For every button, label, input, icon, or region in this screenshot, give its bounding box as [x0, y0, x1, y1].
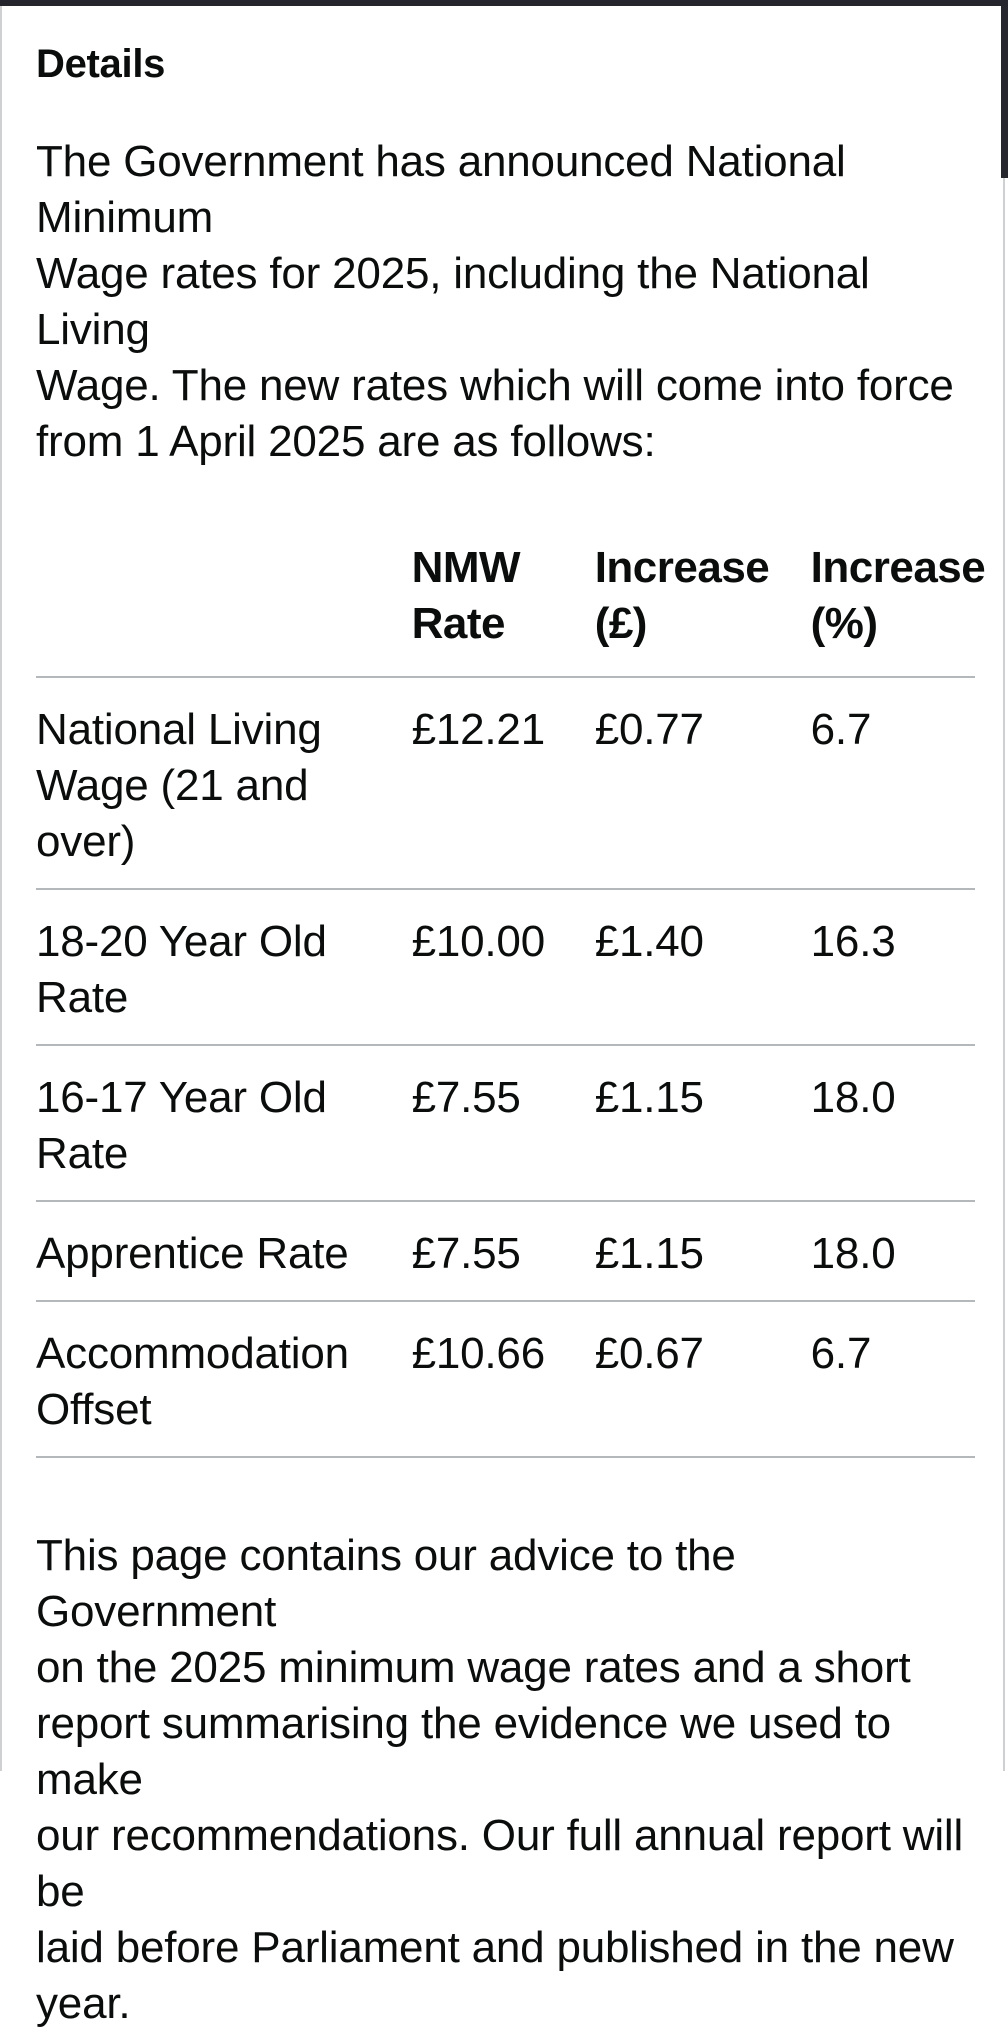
- increase-gbp-value: £1.40: [594, 889, 811, 1046]
- table-row: Accommodation Offset £10.66 £0.67 6.7: [36, 1301, 975, 1458]
- table-header-row: NMW Rate Increase (£) Increase (%): [36, 540, 986, 678]
- nmw-rate-value: £7.55: [411, 1201, 595, 1302]
- table-row: Apprentice Rate £7.55 £1.15 18.0: [36, 1201, 975, 1302]
- minimum-wage-rates-table: NMW Rate Increase (£) Increase (%) Natio…: [36, 540, 986, 1458]
- increase-pct-value: 18.0: [810, 1201, 975, 1302]
- details-section: Details The Government has announced Nat…: [36, 40, 986, 2032]
- nmw-rate-value: £10.66: [411, 1301, 595, 1458]
- row-label: 16-17 Year Old Rate: [36, 1045, 412, 1202]
- scrollbar-thumb[interactable]: [1001, 6, 1008, 178]
- increase-pct-value: 6.7: [810, 677, 975, 890]
- row-label: Apprentice Rate: [36, 1201, 412, 1302]
- nmw-rate-value: £12.21: [411, 677, 595, 890]
- table-row: National Living Wage (21 and over) £12.2…: [36, 677, 975, 890]
- row-label: 18-20 Year Old Rate: [36, 889, 412, 1046]
- column-header-increase-pct: Increase (%): [810, 540, 986, 678]
- page-title: Details: [36, 42, 166, 86]
- nmw-rate-value: £7.55: [411, 1045, 595, 1202]
- increase-pct-value: 16.3: [810, 889, 975, 1046]
- row-label: Accommodation Offset: [36, 1301, 412, 1458]
- increase-gbp-value: £1.15: [594, 1201, 811, 1302]
- increase-pct-value: 18.0: [810, 1045, 975, 1202]
- column-header-nmw-rate: NMW Rate: [411, 540, 595, 678]
- increase-gbp-value: £1.15: [594, 1045, 811, 1202]
- intro-paragraph: The Government has announced National Mi…: [36, 137, 954, 466]
- page-left-border: [0, 6, 2, 1771]
- table-row: 16-17 Year Old Rate £7.55 £1.15 18.0: [36, 1045, 975, 1202]
- top-bar: [0, 0, 1008, 6]
- increase-gbp-value: £0.77: [594, 677, 811, 890]
- scrollbar-track[interactable]: [1003, 6, 1005, 1771]
- nmw-rate-value: £10.00: [411, 889, 595, 1046]
- table-row: 18-20 Year Old Rate £10.00 £1.40 16.3: [36, 889, 975, 1046]
- increase-pct-value: 6.7: [810, 1301, 975, 1458]
- column-header-blank: [36, 540, 412, 678]
- row-label: National Living Wage (21 and over): [36, 677, 412, 890]
- column-header-increase-gbp: Increase (£): [594, 540, 811, 678]
- increase-gbp-value: £0.67: [594, 1301, 811, 1458]
- footer-paragraph: This page contains our advice to the Gov…: [36, 1531, 964, 2028]
